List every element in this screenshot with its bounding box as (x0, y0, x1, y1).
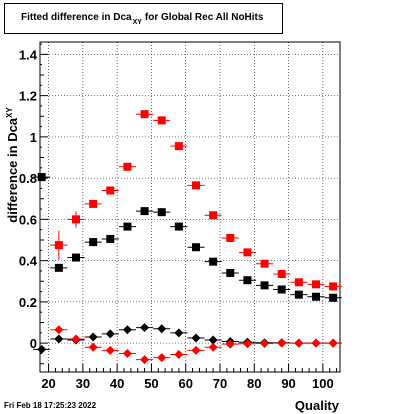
timestamp: Fri Feb 18 17:25:23 2022 (4, 401, 97, 410)
point-diamond-2-1 (54, 334, 64, 344)
point-square-0-9 (192, 243, 200, 252)
point-diamond-3-11 (242, 339, 252, 349)
chart-title-subscript: XY (132, 19, 142, 26)
point-square-0-2 (72, 253, 80, 262)
point-square-1-12 (260, 259, 269, 268)
point-diamond-3-12 (260, 339, 270, 349)
point-square-1-9 (209, 211, 218, 220)
y-tick-label-4: 0.8 (19, 171, 37, 186)
point-square-0-15 (294, 290, 303, 299)
point-square-1-16 (329, 282, 338, 291)
y-axis-label-text: difference in Dca (5, 117, 20, 223)
point-square-0-4 (106, 234, 115, 243)
chart-title-box: Fitted difference in DcaXY for Global Rec… (4, 3, 283, 34)
point-diamond-2-8 (174, 328, 184, 338)
x-tick-label-5: 70 (213, 376, 227, 391)
point-diamond-2-6 (140, 323, 150, 333)
point-square-1-14 (294, 278, 303, 287)
point-diamond-2-5 (122, 325, 132, 335)
point-diamond-2-4 (105, 329, 115, 339)
y-tick-label-7: 1.4 (19, 47, 38, 62)
data-marks (33, 110, 342, 365)
point-square-1-15 (312, 280, 320, 289)
point-diamond-2-10 (208, 335, 218, 345)
point-square-0-13 (260, 281, 269, 290)
point-square-0-10 (209, 257, 218, 266)
point-square-1-11 (243, 248, 252, 257)
point-diamond-3-13 (277, 338, 287, 348)
series-1 (50, 110, 342, 291)
x-tick-label-0: 20 (41, 376, 55, 391)
x-tick-label-4: 60 (178, 376, 192, 391)
point-square-0-7 (157, 208, 166, 217)
point-diamond-3-7 (174, 349, 184, 359)
point-diamond-2-7 (157, 324, 167, 334)
y-tick-label-2: 0.4 (19, 254, 38, 269)
point-square-0-14 (277, 285, 286, 294)
point-diamond-2-9 (191, 333, 201, 343)
point-square-0-8 (174, 222, 183, 231)
point-square-0-6 (140, 207, 149, 216)
point-square-0-0 (37, 173, 46, 182)
y-axis-label-subscript: XY (5, 107, 14, 118)
point-diamond-3-0 (54, 325, 64, 335)
point-square-0-12 (243, 276, 252, 285)
point-diamond-3-2 (88, 342, 98, 352)
series-3 (50, 325, 342, 365)
x-tick-label-8: 100 (312, 376, 334, 391)
point-square-1-0 (54, 241, 63, 250)
point-square-1-2 (89, 199, 98, 208)
point-square-1-3 (106, 186, 115, 195)
axes: 20 30 40 50 60 70 80 90 100 0 0.2 0.4 0.6 0.8 1 1.2 1.4 (19, 41, 341, 391)
point-square-1-5 (140, 110, 149, 119)
point-diamond-3-6 (157, 353, 167, 363)
point-diamond-3-4 (122, 348, 132, 358)
point-square-0-11 (226, 269, 235, 277)
y-tick-label-1: 0.2 (19, 295, 37, 310)
point-square-1-10 (226, 233, 235, 242)
point-diamond-3-9 (208, 342, 218, 352)
x-axis-label: Quality (295, 398, 340, 413)
chart-title-suffix: for Global Rec All NoHits (144, 12, 264, 23)
grid-lines (40, 42, 340, 372)
point-diamond-3-5 (140, 355, 150, 365)
y-axis-label: difference in DcaXY (5, 107, 20, 223)
point-square-0-16 (312, 292, 320, 301)
point-diamond-2-0 (37, 344, 47, 354)
plot-frame (39, 41, 341, 373)
point-diamond-3-14 (294, 338, 304, 348)
point-diamond-3-16 (328, 338, 338, 348)
point-square-1-7 (174, 142, 183, 151)
x-tick-label-2: 40 (110, 376, 124, 391)
point-square-1-1 (72, 215, 80, 224)
point-diamond-3-10 (225, 339, 235, 349)
point-square-1-8 (192, 181, 200, 190)
y-tick-label-5: 1 (30, 130, 37, 145)
point-square-1-4 (123, 162, 132, 171)
point-square-1-6 (157, 116, 166, 125)
chart-title-main: Fitted difference in Dca (21, 12, 132, 23)
y-tick-label-6: 1.2 (19, 89, 37, 104)
y-tick-label-3: 0.6 (19, 212, 37, 227)
point-diamond-3-1 (71, 334, 81, 344)
x-tick-label-6: 80 (247, 376, 261, 391)
y-tick-label-0: 0 (30, 336, 37, 351)
point-square-0-5 (123, 222, 132, 231)
x-tick-label-3: 50 (144, 376, 158, 391)
series-0 (33, 173, 342, 302)
point-diamond-2-3 (88, 332, 98, 342)
point-square-1-13 (277, 270, 286, 279)
x-tick-label-7: 90 (281, 376, 295, 391)
chart-title: Fitted difference in DcaXY for Global Rec… (21, 12, 264, 26)
point-diamond-3-3 (105, 345, 115, 355)
x-tick-label-1: 30 (76, 376, 90, 391)
point-square-0-3 (89, 238, 98, 247)
point-diamond-3-8 (191, 345, 201, 355)
point-square-0-1 (54, 263, 63, 272)
point-diamond-3-15 (311, 338, 321, 348)
point-square-0-17 (329, 293, 338, 302)
